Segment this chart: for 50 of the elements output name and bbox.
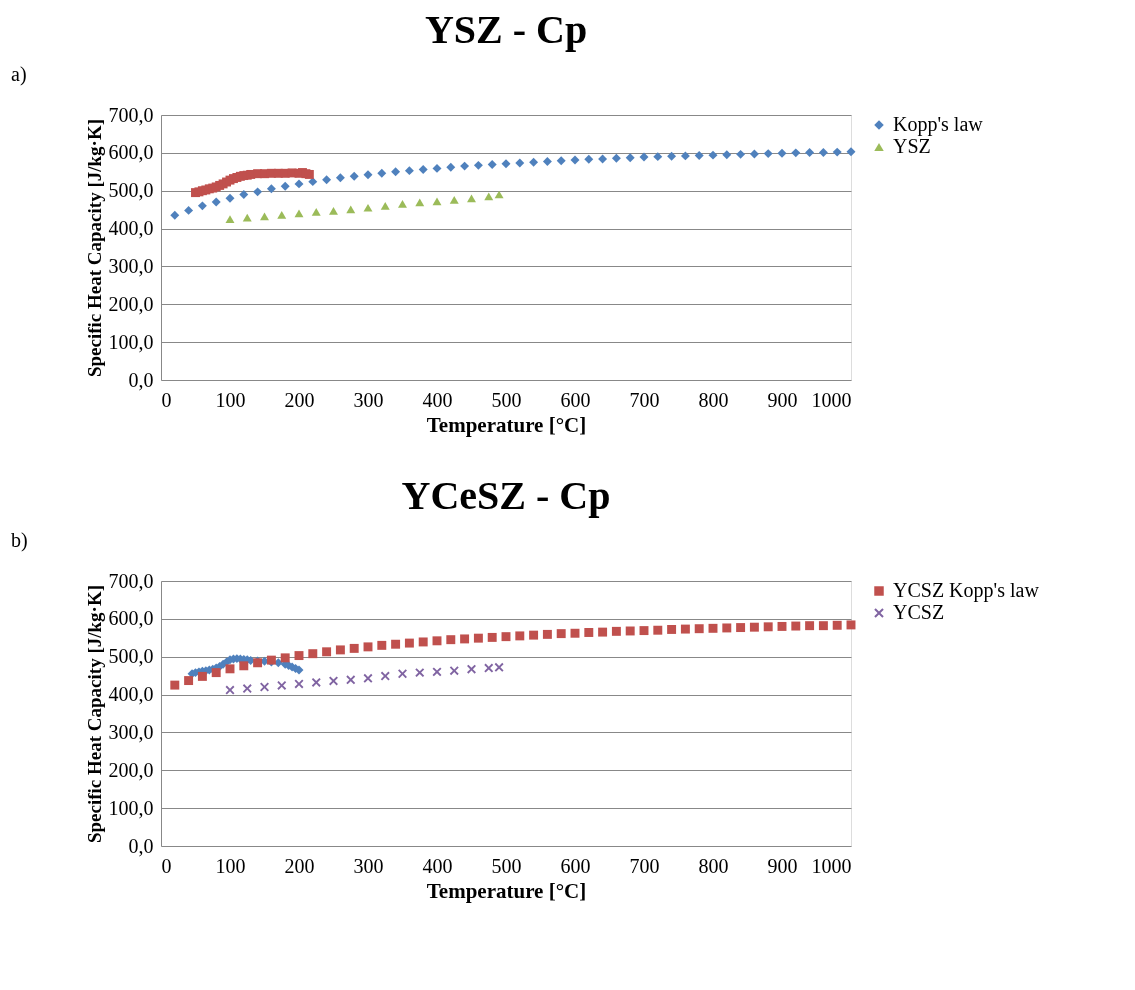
x-tick-label: 300: [353, 388, 384, 411]
x-tick-label: 900: [767, 854, 798, 877]
x-tick-label: 1000: [811, 854, 852, 877]
x-tick-label: 200: [284, 388, 315, 411]
x-tick-label: 600: [560, 388, 591, 411]
x-axis-title: Temperature [°C]: [426, 412, 587, 437]
x-tick-label: 100: [215, 388, 246, 411]
chart-title: YCeSZ - Cp: [401, 473, 611, 518]
y-axis-title: Specific Heat Capacity [J/kg·K]: [83, 584, 105, 844]
y-tick-label: 600,0: [108, 607, 154, 630]
y-tick-label: 600,0: [108, 141, 154, 164]
x-tick-label: 400: [422, 854, 453, 877]
y-tick-label: 700,0: [108, 103, 154, 126]
x-tick-label: 500: [491, 854, 522, 877]
legend-label: Kopp's law: [893, 113, 984, 136]
x-tick-label: 500: [491, 388, 522, 411]
x-tick-label: 600: [560, 854, 591, 877]
y-tick-label: 100,0: [108, 330, 154, 353]
x-tick-label: 0: [161, 388, 172, 411]
y-tick-label: 0,0: [128, 834, 154, 857]
y-tick-label: 200,0: [108, 758, 154, 781]
x-tick-label: 900: [767, 388, 798, 411]
x-tick-label: 400: [422, 388, 453, 411]
x-tick-label: 100: [215, 854, 246, 877]
y-tick-label: 400,0: [108, 683, 154, 706]
chart-title: YSZ - Cp: [424, 7, 588, 52]
y-axis-title: Specific Heat Capacity [J/kg·K]: [83, 118, 105, 378]
legend-label: YSZ: [893, 135, 931, 157]
x-tick-label: 200: [284, 854, 315, 877]
y-tick-label: 500,0: [108, 179, 154, 202]
y-tick-label: 300,0: [108, 720, 154, 743]
y-tick-label: 400,0: [108, 217, 154, 240]
y-tick-label: 200,0: [108, 292, 154, 315]
x-tick-label: 700: [629, 854, 660, 877]
x-tick-label: 800: [698, 854, 729, 877]
text: a): [11, 63, 27, 86]
x-axis-title: Temperature [°C]: [426, 878, 587, 903]
x-tick-label: 800: [698, 388, 729, 411]
legend-label: YCSZ: [893, 601, 945, 623]
x-tick-label: 700: [629, 388, 660, 411]
y-tick-label: 300,0: [108, 254, 154, 277]
y-tick-label: 0,0: [128, 368, 154, 391]
x-tick-label: 1000: [811, 388, 852, 411]
y-tick-label: 500,0: [108, 645, 154, 668]
text: b): [11, 529, 28, 552]
legend-label: YCSZ Kopp's law: [893, 579, 1040, 602]
x-tick-label: 0: [161, 854, 172, 877]
y-tick-label: 700,0: [108, 569, 154, 592]
y-tick-label: 100,0: [108, 796, 154, 819]
x-tick-label: 300: [353, 854, 384, 877]
